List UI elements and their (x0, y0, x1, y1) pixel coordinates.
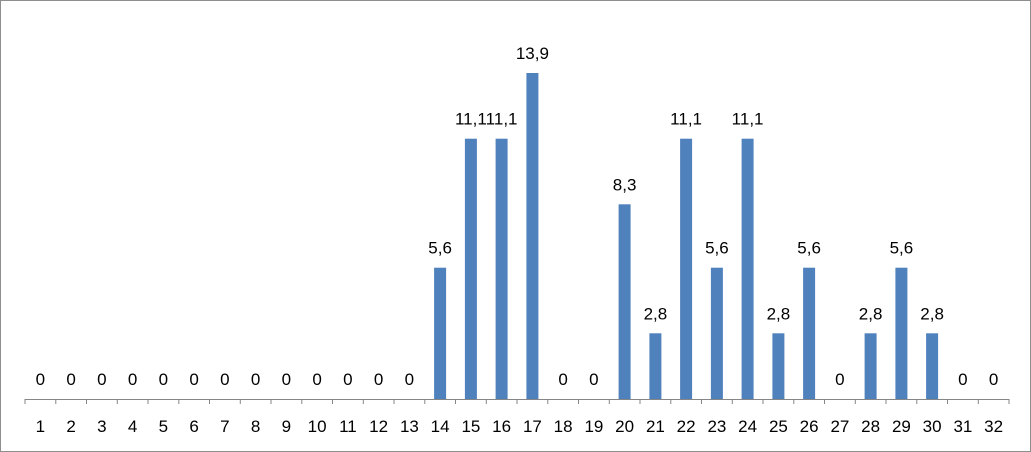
tick-label-15: 15 (461, 417, 480, 436)
bar-28 (864, 333, 877, 399)
tick-label-8: 8 (251, 417, 260, 436)
tick-label-28: 28 (861, 417, 880, 436)
data-label-26: 5,6 (797, 239, 821, 258)
tick-label-17: 17 (523, 417, 542, 436)
bar-24 (741, 138, 754, 399)
tick-label-24: 24 (738, 417, 757, 436)
data-label-3: 0 (97, 370, 106, 389)
data-label-21: 2,8 (644, 304, 668, 323)
bar-25 (772, 333, 785, 399)
data-label-10: 0 (312, 370, 321, 389)
data-label-5: 0 (159, 370, 168, 389)
bars-layer (434, 73, 939, 399)
tick-label-29: 29 (892, 417, 911, 436)
data-label-25: 2,8 (767, 304, 791, 323)
tick-label-32: 32 (984, 417, 1003, 436)
data-label-13: 0 (405, 370, 414, 389)
bar-22 (680, 138, 693, 399)
tick-label-19: 19 (584, 417, 603, 436)
data-labels-layer: 0 0 0 0 0 0 0 0 0 0 0 0 05,611,111,113,90 08,32,811,1… (36, 44, 999, 389)
data-label-7: 0 (220, 370, 229, 389)
bar-20 (618, 204, 631, 399)
bar-23 (710, 267, 723, 399)
tick-label-7: 7 (220, 417, 229, 436)
tick-label-22: 22 (677, 417, 696, 436)
data-label-30: 2,8 (920, 304, 944, 323)
tick-label-5: 5 (159, 417, 168, 436)
tick-label-20: 20 (615, 417, 634, 436)
tick-label-4: 4 (128, 417, 137, 436)
bar-15 (464, 138, 477, 399)
bar-16 (495, 138, 508, 399)
bar-21 (649, 333, 662, 399)
tick-label-13: 13 (400, 417, 419, 436)
tick-label-12: 12 (369, 417, 388, 436)
data-label-16: 11,1 (486, 110, 518, 129)
tick-marks-layer (24, 399, 1010, 404)
data-label-17: 13,9 (516, 44, 549, 63)
x-tick-labels: 1 2 3 4 5 6 7 8 9 10 11 12 13 14 15 16 17 18 19 20 21 22 23 24 2… (36, 417, 1003, 436)
data-label-14: 5,6 (428, 239, 452, 258)
tick-label-30: 30 (923, 417, 942, 436)
data-label-15: 11,1 (455, 110, 487, 129)
tick-label-6: 6 (189, 417, 198, 436)
tick-label-18: 18 (554, 417, 573, 436)
tick-label-9: 9 (282, 417, 291, 436)
tick-label-1: 1 (36, 417, 45, 436)
tick-label-25: 25 (769, 417, 788, 436)
tick-label-11: 11 (339, 417, 357, 436)
tick-label-21: 21 (646, 417, 665, 436)
data-label-6: 0 (189, 370, 198, 389)
data-label-32: 0 (989, 370, 998, 389)
data-label-2: 0 (66, 370, 75, 389)
bar-17 (526, 73, 539, 399)
tick-label-23: 23 (707, 417, 726, 436)
data-label-20: 8,3 (613, 175, 637, 194)
bar-30 (926, 333, 939, 399)
data-label-19: 0 (589, 370, 598, 389)
data-label-12: 0 (374, 370, 383, 389)
data-label-29: 5,6 (890, 239, 914, 258)
data-label-8: 0 (251, 370, 260, 389)
data-label-31: 0 (958, 370, 967, 389)
data-label-4: 0 (128, 370, 137, 389)
bar-26 (803, 267, 816, 399)
tick-label-14: 14 (431, 417, 450, 436)
data-label-22: 11,1 (670, 110, 702, 129)
data-label-28: 2,8 (859, 304, 883, 323)
tick-label-3: 3 (97, 417, 106, 436)
tick-label-16: 16 (492, 417, 511, 436)
bar-29 (895, 267, 908, 399)
data-label-9: 0 (282, 370, 291, 389)
data-label-11: 0 (343, 370, 352, 389)
tick-label-10: 10 (308, 417, 327, 436)
data-label-23: 5,6 (705, 239, 729, 258)
tick-label-31: 31 (953, 417, 972, 436)
bar-14 (434, 267, 447, 399)
data-label-27: 0 (835, 370, 844, 389)
tick-label-2: 2 (66, 417, 75, 436)
tick-label-26: 26 (800, 417, 819, 436)
data-label-24: 11,1 (732, 110, 764, 129)
data-label-1: 0 (36, 370, 45, 389)
data-label-18: 0 (558, 370, 567, 389)
tick-label-27: 27 (830, 417, 849, 436)
